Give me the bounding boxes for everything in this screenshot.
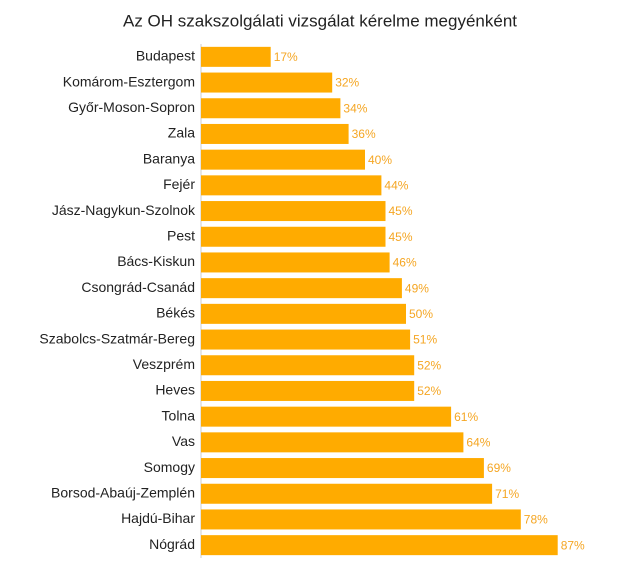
value-label: 52% — [417, 358, 441, 372]
value-label: 78% — [524, 513, 548, 527]
bar — [201, 509, 521, 530]
y-tick-label: Jász-Nagykun-Szolnok — [52, 202, 196, 218]
y-tick-label: Zala — [168, 125, 195, 141]
bar — [201, 406, 452, 427]
y-tick-label: Csongrád-Csanád — [81, 279, 195, 295]
value-label: 49% — [405, 281, 429, 295]
bar — [201, 123, 349, 144]
value-label: 52% — [417, 384, 441, 398]
value-label: 17% — [274, 50, 298, 64]
y-tick-label: Veszprém — [133, 356, 195, 372]
value-label: 45% — [389, 204, 413, 218]
bar — [201, 201, 386, 222]
bar — [201, 303, 406, 324]
value-label: 40% — [368, 153, 392, 167]
bar — [201, 355, 415, 376]
bar — [201, 252, 390, 273]
value-label: 61% — [454, 410, 478, 424]
bar — [201, 98, 341, 119]
bar — [201, 46, 271, 67]
value-label: 50% — [409, 307, 433, 321]
y-tick-label: Fejér — [163, 176, 195, 192]
bar — [201, 149, 365, 170]
bar — [201, 458, 484, 479]
y-tick-label: Baranya — [143, 150, 195, 166]
bar — [201, 72, 333, 93]
bar — [201, 380, 415, 401]
bar — [201, 329, 411, 350]
y-tick-label: Komárom-Esztergom — [63, 73, 195, 89]
y-tick-label: Somogy — [144, 459, 195, 475]
y-tick-label: Borsod-Abaúj-Zemplén — [51, 484, 195, 500]
y-tick-label: Nógrád — [149, 536, 195, 552]
value-label: 46% — [393, 256, 417, 270]
value-label: 87% — [561, 538, 585, 552]
value-label: 36% — [352, 127, 376, 141]
value-label: 45% — [389, 230, 413, 244]
y-tick-label: Győr-Moson-Sopron — [68, 99, 195, 115]
y-tick-label: Vas — [172, 433, 195, 449]
bar — [201, 175, 382, 196]
y-tick-label: Heves — [155, 382, 195, 398]
y-tick-label: Békés — [156, 305, 195, 321]
y-tick-label: Tolna — [162, 407, 196, 423]
bar — [201, 535, 558, 556]
value-label: 64% — [466, 436, 490, 450]
y-tick-label: Szabolcs-Szatmár-Bereg — [39, 330, 195, 346]
value-label: 32% — [335, 76, 359, 90]
chart-title: Az OH szakszolgálati vizsgálat kérelme m… — [123, 11, 517, 30]
value-label: 71% — [495, 487, 519, 501]
bar — [201, 432, 464, 453]
y-tick-label: Bács-Kiskun — [117, 253, 195, 269]
y-tick-label: Hajdú-Bihar — [121, 510, 195, 526]
bar — [201, 278, 402, 299]
bar — [201, 226, 386, 247]
y-tick-label: Pest — [167, 227, 195, 243]
bar — [201, 483, 493, 504]
value-label: 44% — [384, 179, 408, 193]
value-label: 34% — [343, 101, 367, 115]
value-label: 69% — [487, 461, 511, 475]
value-label: 51% — [413, 333, 437, 347]
y-tick-label: Budapest — [136, 48, 195, 64]
